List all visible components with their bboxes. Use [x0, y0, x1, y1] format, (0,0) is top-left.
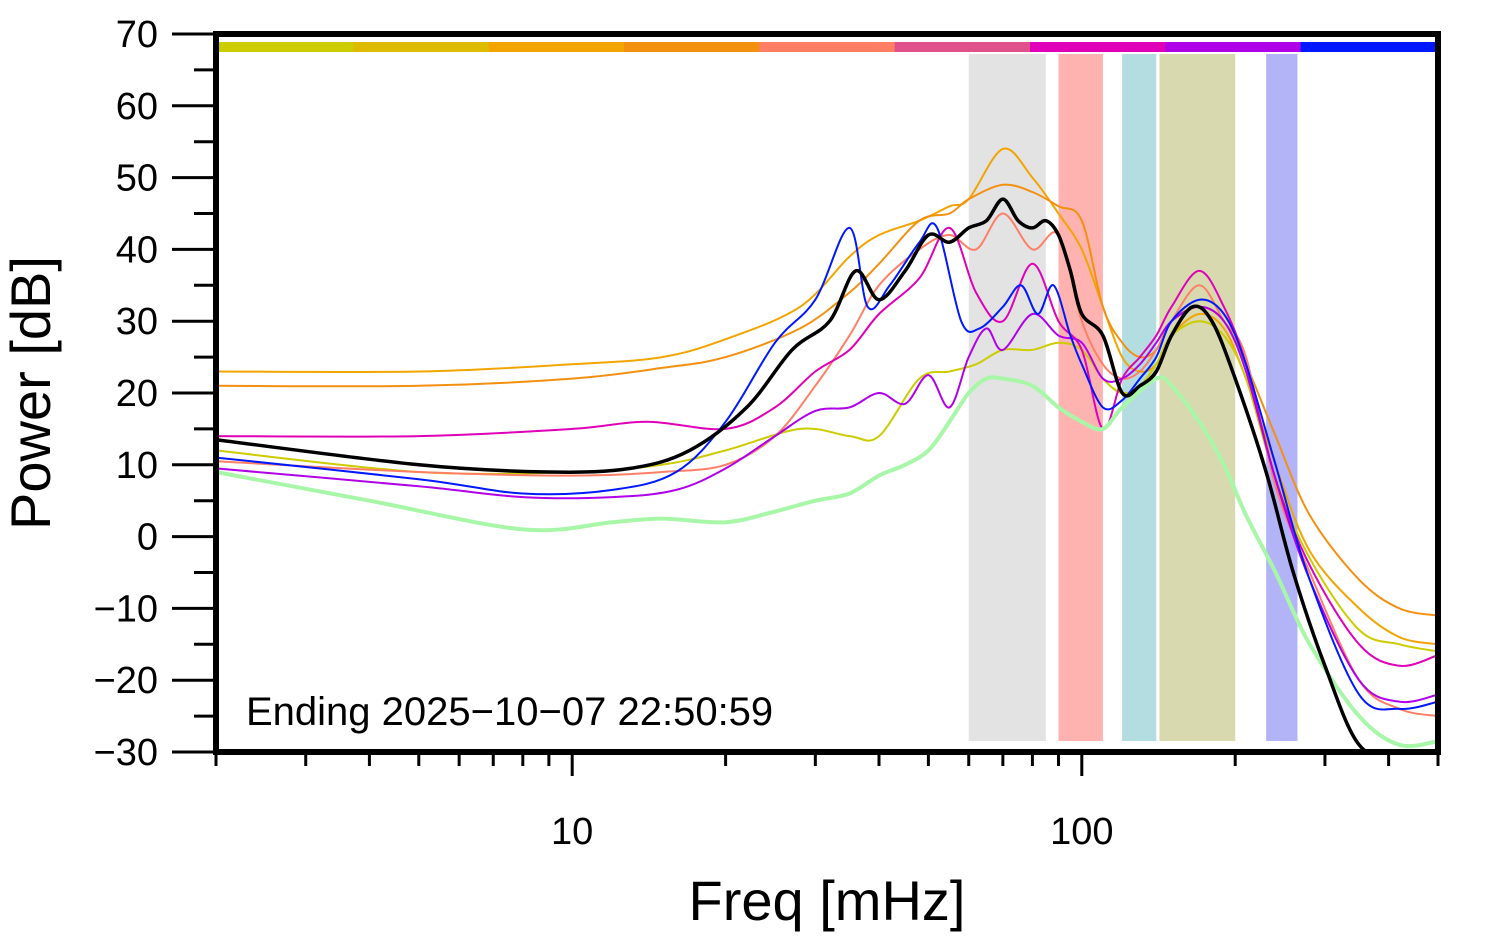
series-line-6 — [216, 305, 1438, 704]
y-tick-label: 60 — [116, 86, 158, 128]
series-line-7 — [216, 222, 1438, 711]
series-line-4 — [216, 212, 1438, 718]
time-bar-segment-7 — [1030, 42, 1166, 52]
frequency-band-1 — [968, 54, 1046, 741]
series-line-5 — [216, 226, 1438, 667]
time-bar-segment-5 — [759, 42, 896, 52]
y-tick-label: 10 — [116, 445, 158, 487]
time-bar-segment-6 — [894, 42, 1031, 52]
series-group — [216, 147, 1438, 752]
time-color-bar — [218, 42, 1437, 52]
series-line-8 — [216, 375, 1438, 749]
y-tick-label: 50 — [116, 158, 158, 200]
time-bar-segment-9 — [1300, 42, 1437, 52]
x-tick-label: 10 — [551, 811, 593, 853]
y-tick-label: −30 — [94, 732, 158, 774]
y-tick-label: 70 — [116, 14, 158, 56]
time-bar-segment-4 — [624, 42, 760, 52]
y-axis: −30 −20 −10 0 10 20 30 40 50 60 70 — [94, 14, 216, 774]
y-tick-label: −20 — [94, 660, 158, 702]
time-bar-segment-8 — [1165, 42, 1302, 52]
series-line-2 — [216, 183, 1438, 617]
x-axis-title: Freq [mHz] — [689, 869, 966, 932]
frequency-band-5 — [1266, 54, 1298, 741]
y-tick-label: 40 — [116, 229, 158, 271]
time-bar-segment-2 — [353, 42, 490, 52]
timestamp-annotation: Ending 2025−10−07 22:50:59 — [246, 690, 773, 734]
frequency-band-4 — [1159, 54, 1236, 741]
y-tick-label: 30 — [116, 301, 158, 343]
y-tick-label: −10 — [94, 588, 158, 630]
x-axis: 10 100 — [214, 752, 1440, 853]
series-line-9 — [216, 197, 1371, 752]
time-bar-segment-3 — [488, 42, 625, 52]
y-tick-label: 0 — [137, 517, 158, 559]
time-bar-segment-1 — [218, 42, 354, 52]
y-axis-title: Power [dB] — [0, 256, 62, 530]
x-tick-label: 100 — [1050, 811, 1113, 853]
y-tick-label: 20 — [116, 373, 158, 415]
